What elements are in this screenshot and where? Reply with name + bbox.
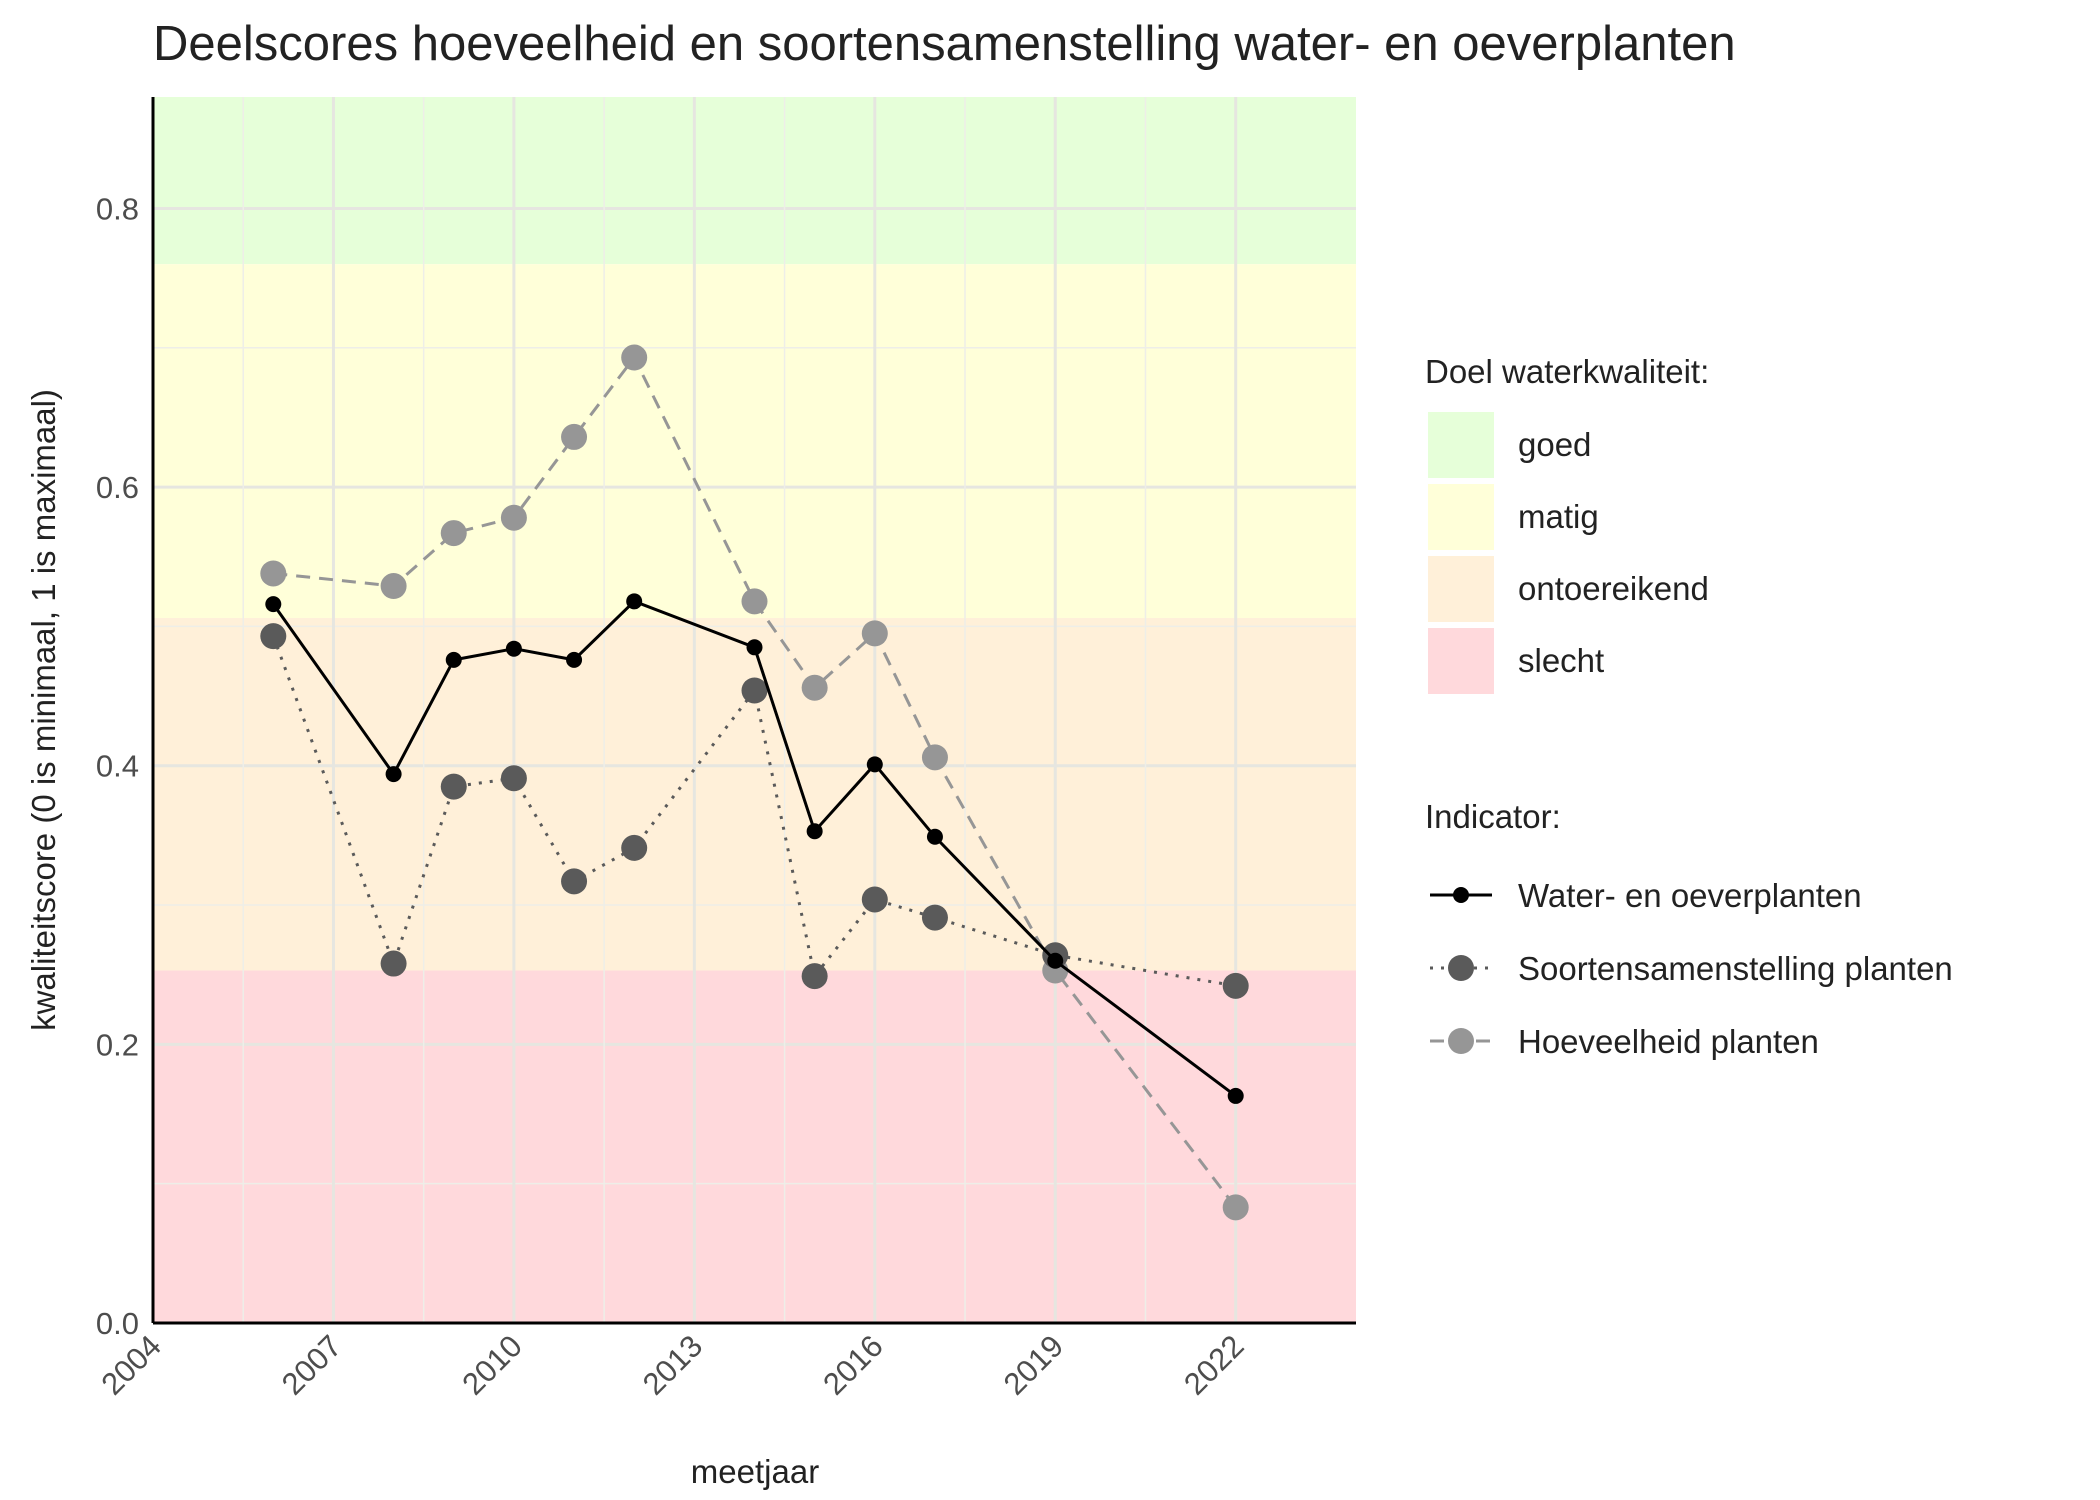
series-line — [272, 599, 1237, 1098]
bands-legend-title: Doel waterkwaliteit: — [1425, 353, 1709, 390]
legend-marker — [1448, 1028, 1474, 1054]
band-legend-key — [1428, 628, 1494, 694]
data-point — [500, 765, 527, 792]
data-point — [1222, 972, 1249, 999]
chart-title: Deelscores hoeveelheid en soortensamenst… — [153, 17, 1736, 71]
y-tick-label: 0.2 — [96, 1027, 139, 1062]
data-point — [385, 766, 402, 783]
x-tick-label: 2019 — [997, 1328, 1071, 1402]
legend-label: Soortensamenstelling planten — [1518, 950, 1953, 987]
legend-label: Hoeveelheid planten — [1518, 1023, 1819, 1060]
series-line — [273, 354, 1237, 1209]
data-point — [440, 520, 467, 547]
band-legend-key — [1428, 412, 1494, 478]
x-tick-label: 2013 — [636, 1328, 710, 1402]
band-legend-key — [1428, 556, 1494, 622]
band-legend-label: matig — [1518, 498, 1599, 535]
y-tick-label: 0.6 — [96, 470, 139, 505]
legend-marker — [1448, 955, 1474, 981]
data-point — [505, 640, 522, 657]
x-tick-label: 2007 — [275, 1328, 349, 1402]
quality-band — [153, 970, 1356, 1323]
data-point — [861, 620, 888, 647]
x-tick-label: 2010 — [455, 1328, 529, 1402]
legend-title: Indicator: — [1425, 798, 1561, 835]
data-point — [566, 651, 583, 668]
data-point — [265, 596, 282, 613]
data-point — [741, 588, 768, 615]
data-point — [500, 504, 527, 531]
data-point — [921, 744, 948, 771]
quality-band — [153, 264, 1356, 619]
data-point — [621, 834, 648, 861]
data-point — [801, 674, 828, 701]
data-point — [260, 560, 287, 587]
legend-label: Water- en oeverplanten — [1518, 877, 1862, 914]
x-axis-label: meetjaar — [691, 1453, 819, 1490]
band-legend-label: ontoereikend — [1518, 570, 1709, 607]
data-point — [1047, 952, 1064, 969]
y-tick-label: 0.0 — [96, 1306, 139, 1341]
data-point — [741, 677, 768, 704]
data-point — [746, 639, 763, 656]
data-point — [866, 756, 883, 773]
data-point — [445, 651, 462, 668]
y-tick-label: 0.4 — [96, 749, 139, 784]
quality-band — [153, 97, 1356, 265]
data-point — [380, 573, 407, 600]
x-tick-label: 2016 — [816, 1328, 890, 1402]
data-point — [921, 904, 948, 931]
data-point — [380, 950, 407, 977]
data-point — [801, 963, 828, 990]
data-point — [1222, 1194, 1249, 1221]
data-point — [626, 593, 643, 610]
x-tick-label: 2022 — [1177, 1328, 1251, 1402]
data-point — [621, 344, 648, 371]
data-point — [861, 886, 888, 913]
legend-marker — [1453, 887, 1469, 903]
band-legend-key — [1428, 484, 1494, 550]
y-tick-label: 0.8 — [96, 191, 139, 226]
band-legend-label: goed — [1518, 426, 1591, 463]
quality-band — [153, 618, 1356, 971]
y-axis-label: kwaliteitscore (0 is minimaal, 1 is maxi… — [25, 389, 62, 1031]
data-point — [440, 773, 467, 800]
data-point — [260, 623, 287, 650]
data-point — [926, 828, 943, 845]
data-point — [806, 823, 823, 840]
band-legend-label: slecht — [1518, 642, 1604, 679]
data-point — [1227, 1087, 1244, 1104]
data-point — [561, 868, 588, 895]
data-point — [561, 423, 588, 450]
